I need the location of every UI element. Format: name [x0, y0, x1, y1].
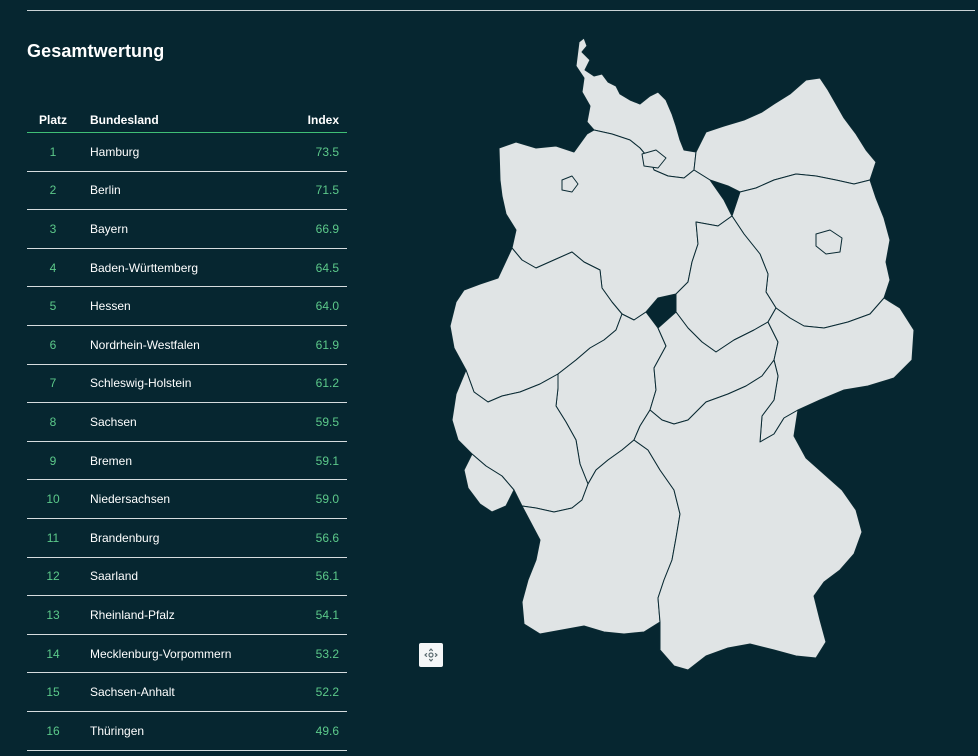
state-cell: Brandenburg	[79, 518, 269, 558]
rank-cell: 12	[27, 557, 79, 597]
state-cell: Hessen	[79, 286, 269, 326]
state-cell: Berlin	[79, 171, 269, 211]
index-cell: 71.5	[269, 171, 347, 211]
table-row[interactable]: 16 Thüringen 49.6	[27, 711, 347, 751]
rank-cell: 2	[27, 171, 79, 211]
rank-cell: 15	[27, 672, 79, 712]
map-region-bayern[interactable]	[633, 359, 863, 671]
rank-cell: 9	[27, 441, 79, 481]
index-cell: 59.1	[269, 441, 347, 481]
map-region-hamburg[interactable]	[641, 149, 667, 169]
rank-cell: 6	[27, 325, 79, 365]
state-cell: Baden-Württemberg	[79, 248, 269, 288]
column-header-rank[interactable]: Platz	[27, 108, 79, 133]
rank-cell: 1	[27, 132, 79, 172]
table-row[interactable]: 6 Nordrhein-Westfalen 61.9	[27, 325, 347, 365]
index-cell: 61.2	[269, 364, 347, 404]
state-cell: Thüringen	[79, 711, 269, 751]
rank-cell: 3	[27, 209, 79, 249]
rank-cell: 8	[27, 402, 79, 442]
index-cell: 56.1	[269, 557, 347, 597]
state-cell: Sachsen	[79, 402, 269, 442]
index-cell: 59.0	[269, 479, 347, 519]
rank-cell: 14	[27, 634, 79, 674]
index-cell: 59.5	[269, 402, 347, 442]
table-row[interactable]: 8 Sachsen 59.5	[27, 402, 347, 442]
table-row[interactable]: 4 Baden-Württemberg 64.5	[27, 248, 347, 288]
state-cell: Sachsen-Anhalt	[79, 672, 269, 712]
state-cell: Bremen	[79, 441, 269, 481]
table-body: 1 Hamburg 73.5 2 Berlin 71.5 3 Bayern 66.9 4 Baden…	[27, 132, 347, 751]
table-header-row: Platz Bundesland Index	[27, 108, 347, 133]
table-row[interactable]: 5 Hessen 64.0	[27, 286, 347, 326]
column-header-state[interactable]: Bundesland	[79, 108, 269, 133]
index-cell: 64.5	[269, 248, 347, 288]
germany-map-svg	[449, 37, 915, 671]
index-cell: 53.2	[269, 634, 347, 674]
index-cell: 64.0	[269, 286, 347, 326]
map-reset-button[interactable]	[419, 643, 443, 667]
state-cell: Schleswig-Holstein	[79, 364, 269, 404]
table-row[interactable]: 10 Niedersachsen 59.0	[27, 479, 347, 519]
table-row[interactable]: 14 Mecklenburg-Vorpommern 53.2	[27, 634, 347, 674]
table-row[interactable]: 1 Hamburg 73.5	[27, 132, 347, 172]
index-cell: 56.6	[269, 518, 347, 558]
ranking-table: Platz Bundesland Index 1 Hamburg 73.5 2 Berl…	[27, 108, 347, 751]
state-cell: Saarland	[79, 557, 269, 597]
map-region-schleswig-holstein[interactable]	[575, 37, 697, 179]
index-cell: 61.9	[269, 325, 347, 365]
index-cell: 66.9	[269, 209, 347, 249]
map-region-berlin[interactable]	[815, 229, 843, 255]
rank-cell: 7	[27, 364, 79, 404]
index-cell: 54.1	[269, 595, 347, 635]
state-cell: Rheinland-Pfalz	[79, 595, 269, 635]
state-cell: Hamburg	[79, 132, 269, 172]
rank-cell: 5	[27, 286, 79, 326]
map-region-mecklenburg-vorpommern[interactable]	[693, 77, 877, 193]
map-region-bremen[interactable]	[561, 175, 579, 193]
rank-cell: 16	[27, 711, 79, 751]
move-arrows-icon	[424, 648, 438, 662]
index-cell: 52.2	[269, 672, 347, 712]
table-row[interactable]: 3 Bayern 66.9	[27, 209, 347, 249]
top-divider	[27, 10, 975, 11]
table-row[interactable]: 11 Brandenburg 56.6	[27, 518, 347, 558]
map-region-saarland[interactable]	[463, 453, 515, 513]
table-row[interactable]: 9 Bremen 59.1	[27, 441, 347, 481]
rank-cell: 4	[27, 248, 79, 288]
germany-map[interactable]	[444, 30, 924, 680]
rank-cell: 11	[27, 518, 79, 558]
state-cell: Bayern	[79, 209, 269, 249]
table-row[interactable]: 13 Rheinland-Pfalz 54.1	[27, 595, 347, 635]
section-title: Gesamtwertung	[27, 41, 165, 61]
state-cell: Nordrhein-Westfalen	[79, 325, 269, 365]
table-row[interactable]: 15 Sachsen-Anhalt 52.2	[27, 672, 347, 712]
state-cell: Mecklenburg-Vorpommern	[79, 634, 269, 674]
state-cell: Niedersachsen	[79, 479, 269, 519]
table-row[interactable]: 12 Saarland 56.1	[27, 557, 347, 597]
index-cell: 49.6	[269, 711, 347, 751]
rank-cell: 10	[27, 479, 79, 519]
column-header-index[interactable]: Index	[269, 108, 347, 133]
rank-cell: 13	[27, 595, 79, 635]
index-cell: 73.5	[269, 132, 347, 172]
table-row[interactable]: 7 Schleswig-Holstein 61.2	[27, 364, 347, 404]
table-row[interactable]: 2 Berlin 71.5	[27, 171, 347, 211]
